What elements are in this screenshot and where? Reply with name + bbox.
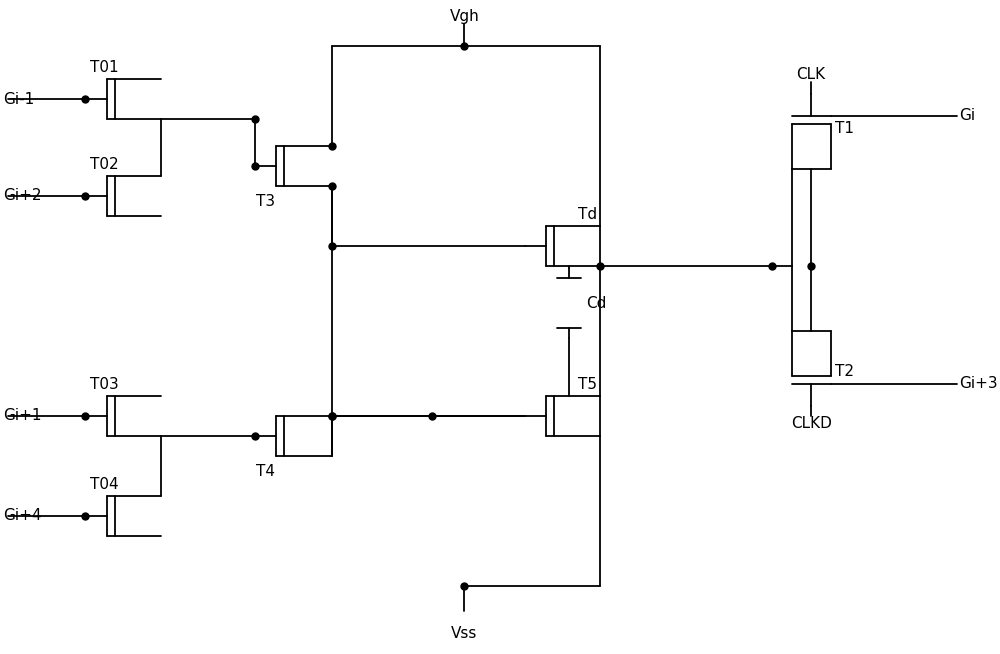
Text: T1: T1 [835, 121, 854, 136]
Text: T2: T2 [835, 364, 854, 379]
Text: Gi+2: Gi+2 [3, 188, 41, 203]
Text: Gi: Gi [959, 109, 975, 124]
Text: Gi+3: Gi+3 [959, 377, 997, 392]
Text: Cd: Cd [586, 296, 606, 311]
Text: CLKD: CLKD [791, 416, 832, 431]
Text: Gi+1: Gi+1 [3, 409, 41, 424]
Text: Vgh: Vgh [449, 9, 479, 24]
Text: Gi-1: Gi-1 [3, 92, 34, 107]
Text: CLK: CLK [797, 67, 826, 82]
Text: Vss: Vss [451, 626, 478, 641]
Text: Td: Td [578, 207, 597, 222]
Text: T03: T03 [90, 377, 119, 392]
Text: T3: T3 [256, 194, 276, 209]
Text: Gi+4: Gi+4 [3, 509, 41, 523]
Text: T01: T01 [90, 60, 119, 75]
Text: T5: T5 [578, 377, 597, 392]
Text: T04: T04 [90, 477, 119, 492]
Text: T02: T02 [90, 157, 119, 172]
Text: T4: T4 [256, 464, 275, 479]
